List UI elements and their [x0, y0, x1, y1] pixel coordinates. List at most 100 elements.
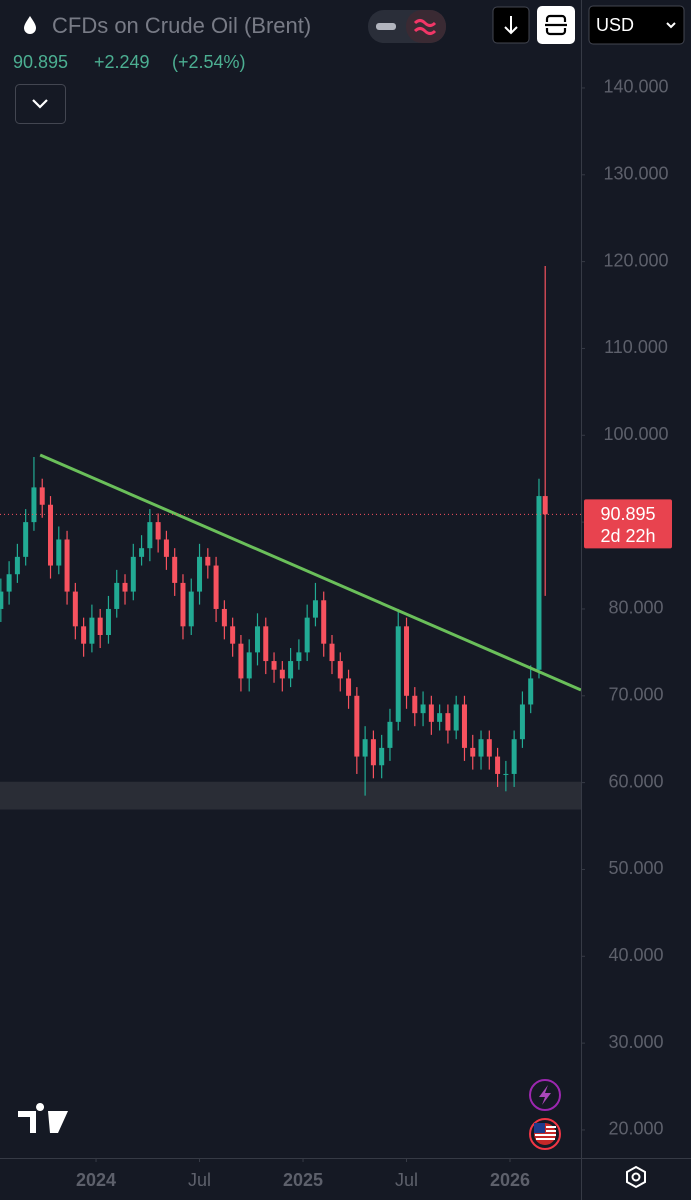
candle-body [213, 565, 219, 609]
candle-body [114, 582, 120, 609]
candle-body [362, 739, 368, 757]
y-tick-label: 20.000 [608, 1119, 663, 1139]
tradingview-logo [18, 1103, 68, 1133]
x-tick-label: Jul [188, 1170, 211, 1190]
candle-body [155, 522, 161, 540]
candle-body [130, 556, 136, 592]
currency-dropdown[interactable] [588, 5, 685, 45]
candle-body [72, 591, 78, 627]
candle-body [89, 617, 95, 644]
candle-body [139, 548, 145, 557]
candle-body [254, 626, 260, 653]
candle-body [404, 626, 410, 696]
y-tick-label: 70.000 [608, 685, 663, 705]
last-price: 90.895 [13, 52, 68, 72]
y-tick-label: 110.000 [604, 337, 668, 357]
candle-body [437, 713, 443, 722]
candle-body [172, 556, 178, 583]
y-tick-label: 130.000 [603, 164, 668, 184]
events-icon [539, 1085, 551, 1105]
y-tick-label: 50.000 [608, 858, 663, 878]
collapse-icon [32, 99, 48, 109]
settings-button[interactable] [626, 1165, 646, 1189]
candle-body [97, 617, 103, 636]
candle-body [288, 661, 294, 679]
candle-body [122, 582, 128, 592]
price-change: +2.249 [94, 52, 150, 72]
candle-body [81, 626, 87, 644]
candle-body [495, 756, 501, 774]
settings-icon [631, 1172, 641, 1182]
candle-body [542, 496, 548, 515]
candle-body [337, 661, 343, 679]
candle-body [14, 556, 20, 575]
candle-body [263, 626, 269, 662]
candle-body [0, 591, 4, 609]
candle-body [511, 739, 517, 774]
y-tick-label: 100.000 [603, 424, 668, 444]
candle-body [188, 591, 194, 627]
candle-body [197, 556, 203, 592]
collapse-button[interactable] [15, 84, 66, 124]
candle-body [461, 704, 467, 748]
candle-body [346, 678, 352, 696]
candle-body [329, 643, 335, 662]
candle-body [64, 539, 70, 592]
candle-body [221, 608, 227, 627]
y-tick-label: 30.000 [608, 1032, 663, 1052]
candle-body [321, 600, 327, 644]
trendline [39, 453, 582, 692]
candle-body [470, 747, 476, 757]
candle-body [445, 713, 451, 731]
candle-body [105, 608, 111, 636]
candle-body [370, 739, 376, 766]
candle-body [246, 652, 252, 679]
candle-body [453, 704, 459, 731]
candle-body [412, 695, 418, 714]
toggle-icon-wave [413, 19, 437, 35]
y-tick-label: 80.000 [608, 598, 663, 618]
candle-body [180, 582, 186, 627]
fullscreen-icon [545, 14, 567, 36]
candle-body [519, 704, 525, 740]
y-tick-label: 120.000 [603, 250, 668, 270]
candle-body [528, 678, 534, 705]
candle-body [387, 721, 393, 748]
candle-body [31, 487, 37, 523]
candle-body [147, 522, 153, 549]
candle-body [304, 617, 310, 653]
candle-body [296, 652, 302, 662]
candle-body [420, 704, 426, 714]
candle-body [312, 600, 318, 618]
y-tick-label: 40.000 [608, 945, 663, 965]
x-tick-label: 2024 [76, 1170, 116, 1190]
price-header: 90.895 +2.249 (+2.54%) [13, 52, 246, 72]
candle-body [56, 539, 62, 566]
y-tick-label: 60.000 [608, 771, 663, 791]
candle-body [503, 773, 509, 775]
candle-body [379, 747, 385, 766]
oil-icon [24, 16, 36, 34]
x-tick-label: Jul [395, 1170, 418, 1190]
x-tick-label: 2026 [490, 1170, 530, 1190]
symbol-title[interactable]: CFDs on Crude Oil (Brent) [52, 13, 311, 38]
flag-canton [534, 1123, 545, 1133]
flag-stripes [535, 1126, 556, 1140]
plot-area [0, 265, 582, 810]
candle-body [279, 669, 285, 679]
candle-body [395, 626, 401, 722]
candle-body [230, 626, 236, 644]
support-zone [0, 781, 581, 810]
candle-body [354, 695, 360, 757]
price-change-percent: (+2.54%) [172, 52, 246, 72]
candle-body [428, 704, 434, 722]
candle-body [205, 556, 211, 566]
countdown-label: 2d 22h [600, 526, 655, 546]
toggle-active[interactable] [406, 10, 446, 43]
candle-body [271, 661, 277, 670]
toggle-icon-minus [376, 23, 396, 30]
last-price-label: 90.895 [600, 504, 655, 524]
candle-body [478, 739, 484, 757]
